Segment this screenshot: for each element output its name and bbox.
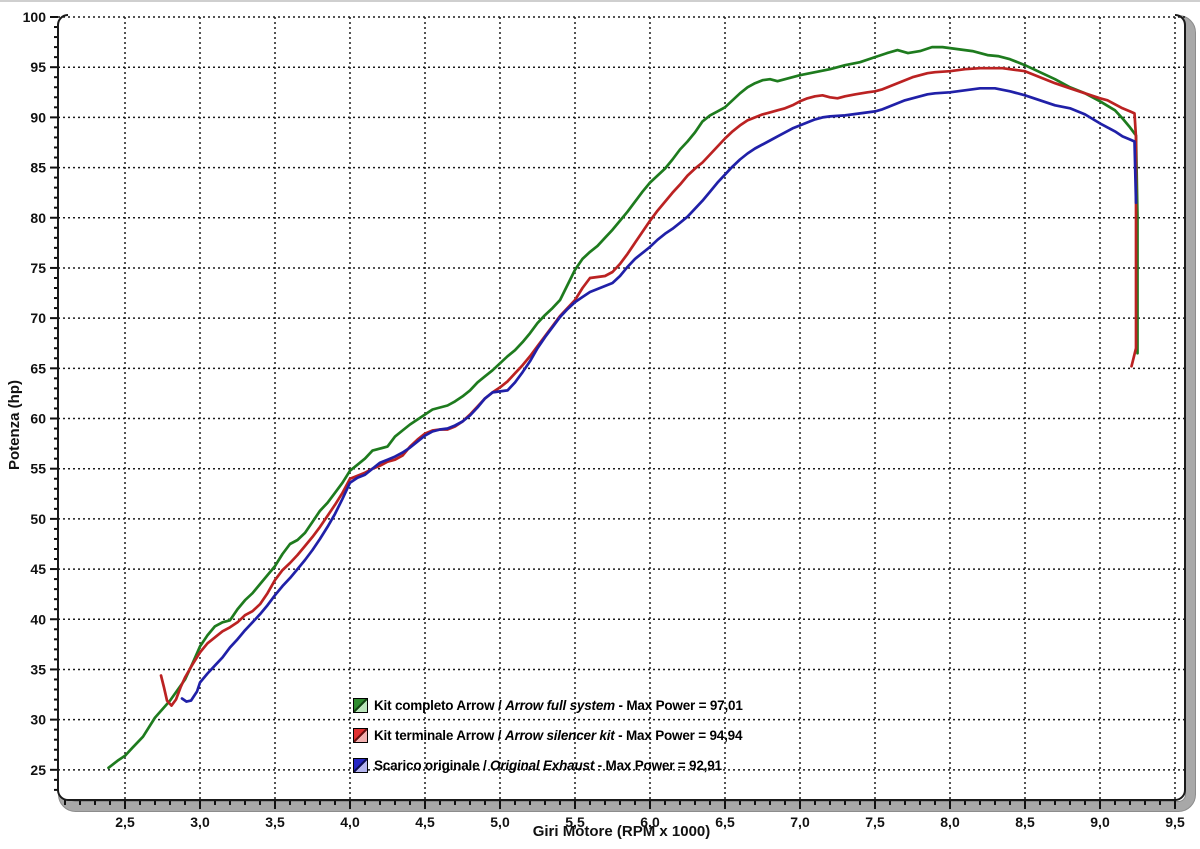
- y-tick-label-80: 80: [30, 210, 46, 226]
- x-tick-label-6,5: 6,5: [715, 814, 735, 830]
- y-tick-label-55: 55: [30, 461, 46, 477]
- x-tick-label-4,5: 4,5: [415, 814, 435, 830]
- y-tick-label-75: 75: [30, 260, 46, 276]
- x-tick-label-5,5: 5,5: [565, 814, 585, 830]
- y-tick-label-65: 65: [30, 360, 46, 376]
- y-tick-label-30: 30: [30, 712, 46, 728]
- legend-text-suffix: - Max Power = 94,94: [614, 727, 743, 743]
- legend-label: Kit terminale Arrow / Arrow silencer kit…: [374, 728, 742, 743]
- y-tick-label-90: 90: [30, 109, 46, 125]
- plot-background: [58, 15, 1185, 800]
- x-tick-label-7,5: 7,5: [865, 814, 885, 830]
- legend-text-suffix: - Max Power = 97,01: [614, 697, 743, 713]
- legend-text-italic: Arrow silencer kit: [504, 727, 615, 743]
- series-line-scarico-originale: [180, 86, 1138, 703]
- legend-text-suffix: - Max Power = 92,91: [594, 757, 722, 773]
- y-tick-label-25: 25: [30, 762, 46, 778]
- series-line-kit-terminale-arrow: [159, 66, 1138, 707]
- legend-text-italic: Arrow full system: [505, 697, 615, 713]
- series-line-kit-completo-arrow: [107, 45, 1139, 770]
- legend-text-italic: Original Exhaust: [490, 757, 595, 773]
- y-tick-label-50: 50: [30, 511, 46, 527]
- x-tick-label-3,0: 3,0: [190, 814, 210, 830]
- y-tick-label-60: 60: [30, 411, 46, 427]
- y-tick-label-100: 100: [23, 9, 47, 25]
- legend-item-kit-completo: Kit completo Arrow / Arrow full system -…: [353, 690, 743, 720]
- plot-frame: [57, 14, 1186, 801]
- x-tick-label-3,5: 3,5: [265, 814, 285, 830]
- y-tick-label-70: 70: [30, 310, 46, 326]
- y-axis-title: Potenza (hp): [6, 380, 23, 470]
- x-tick-label-4,0: 4,0: [340, 814, 360, 830]
- x-tick-label-8,5: 8,5: [1015, 814, 1035, 830]
- legend-label: Kit completo Arrow / Arrow full system -…: [374, 698, 743, 713]
- legend-item-kit-terminale: Kit terminale Arrow / Arrow silencer kit…: [353, 720, 743, 750]
- window-top-edge: [0, 0, 1200, 2]
- x-tick-label-5,0: 5,0: [490, 814, 510, 830]
- y-tick-label-85: 85: [30, 160, 46, 176]
- legend-swatch-green-icon: [353, 697, 368, 713]
- legend-text-normal: Kit terminale Arrow /: [374, 727, 505, 743]
- legend-label: Scarico originale / Original Exhaust - M…: [374, 758, 722, 773]
- legend-swatch-red-icon: [353, 727, 368, 743]
- x-tick-label-2,5: 2,5: [115, 814, 135, 830]
- legend-swatch-blue-icon: [353, 757, 368, 773]
- x-tick-label-6,0: 6,0: [640, 814, 660, 830]
- x-tick-label-9,0: 9,0: [1090, 814, 1110, 830]
- legend-text-normal: Kit completo Arrow /: [374, 697, 506, 713]
- y-tick-label-45: 45: [30, 561, 46, 577]
- legend-text-normal: Scarico originale /: [374, 757, 491, 773]
- y-tick-label-95: 95: [30, 59, 46, 75]
- y-tick-label-35: 35: [30, 661, 46, 677]
- x-tick-label-7,0: 7,0: [790, 814, 810, 830]
- y-tick-label-40: 40: [30, 611, 46, 627]
- x-axis-title: Giri Motore (RPM x 1000): [532, 823, 711, 840]
- x-tick-label-8,0: 8,0: [940, 814, 960, 830]
- x-tick-label-9,5: 9,5: [1165, 814, 1185, 830]
- legend: Kit completo Arrow / Arrow full system -…: [353, 690, 743, 780]
- legend-item-scarico-originale: Scarico originale / Original Exhaust - M…: [353, 750, 743, 780]
